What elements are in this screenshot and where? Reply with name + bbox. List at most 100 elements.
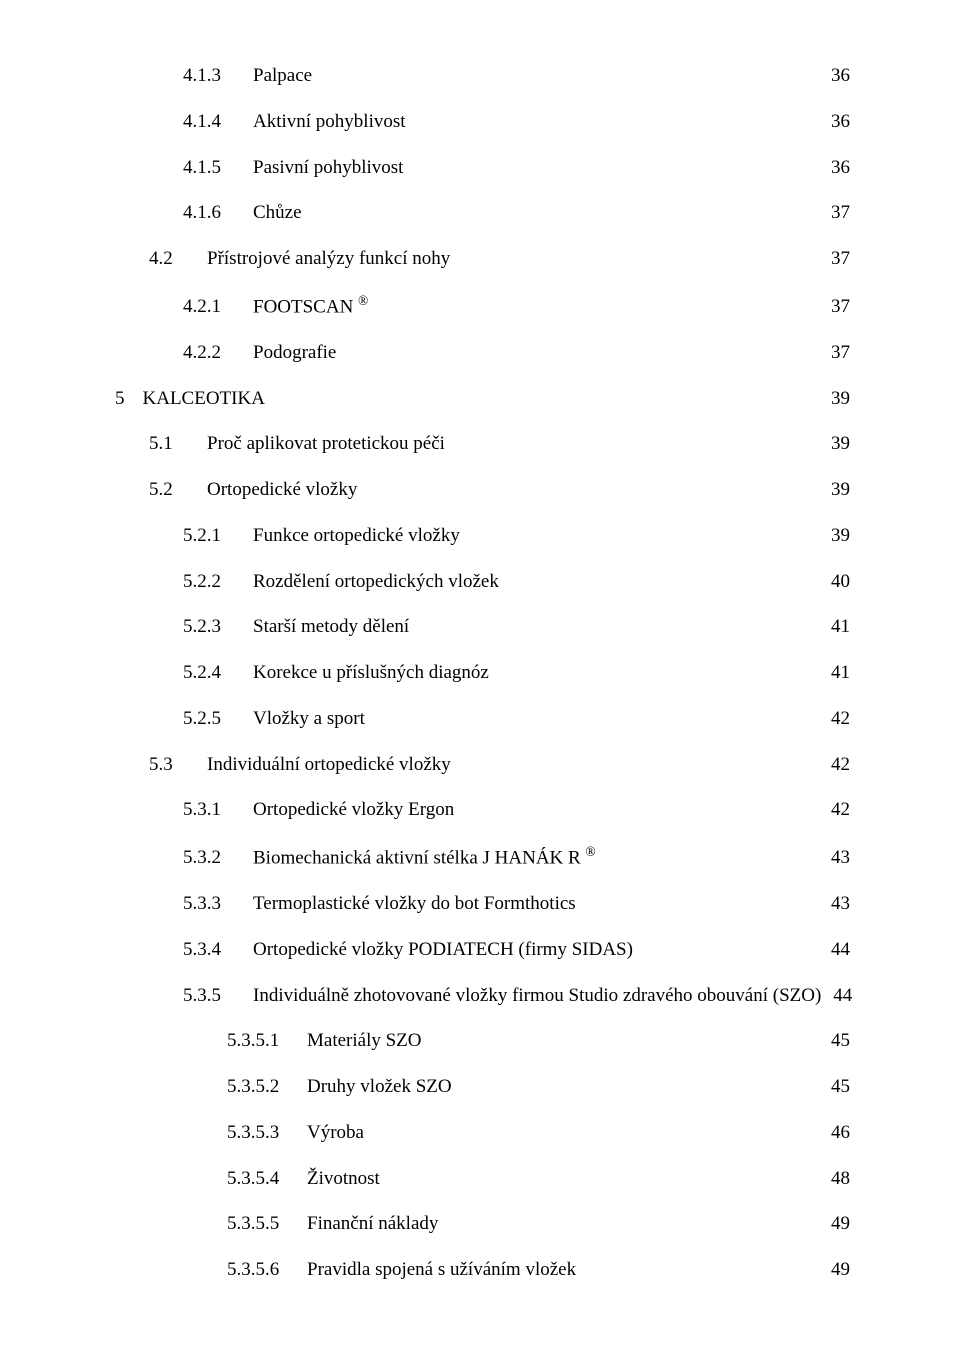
- toc-entry: 5.2.4Korekce u příslušných diagnóz 41: [115, 661, 850, 685]
- toc-entry-page: 42: [827, 753, 850, 777]
- toc-entry-title: Ortopedické vložky Ergon: [253, 798, 454, 822]
- toc-entry-page: 41: [827, 615, 850, 639]
- toc-entry-title: Podografie: [253, 341, 336, 365]
- toc-entry: 5.3.5Individuálně zhotovované vložky fir…: [115, 984, 850, 1008]
- toc-entry-title: Chůze: [253, 201, 302, 225]
- toc-entry-title: Aktivní pohyblivost: [253, 110, 406, 134]
- toc-entry: 4.2Přístrojové analýzy funkcí nohy 37: [115, 247, 850, 271]
- toc-entry-title: Rozdělení ortopedických vložek: [253, 570, 499, 594]
- toc-entry: 5.2.2Rozdělení ortopedických vložek40: [115, 570, 850, 594]
- toc-entry-title: Pasivní pohyblivost: [253, 156, 403, 180]
- toc-entry-page: 49: [827, 1212, 850, 1236]
- toc-entry-title: Termoplastické vložky do bot Formthotics: [253, 892, 576, 916]
- toc-entry: 5.2.3Starší metody dělení 41: [115, 615, 850, 639]
- toc-entry: 4.1.6Chůze 37: [115, 201, 850, 225]
- toc-entry-title: Životnost: [307, 1167, 380, 1191]
- toc-entry-number: 4.1.6: [183, 201, 253, 225]
- toc-entry: 5.3Individuální ortopedické vložky 42: [115, 753, 850, 777]
- toc-entry: 5.2.1Funkce ortopedické vložky 39: [115, 524, 850, 548]
- toc-entry-page: 39: [827, 524, 850, 548]
- toc-entry-page: 46: [827, 1121, 850, 1145]
- toc-entry-title: Funkce ortopedické vložky: [253, 524, 460, 548]
- toc-entry-title: Ortopedické vložky: [207, 478, 357, 502]
- toc-entry-number: 4.1.5: [183, 156, 253, 180]
- toc-entry-page: 44: [829, 984, 852, 1008]
- toc-entry: 4.1.3Palpace 36: [115, 64, 850, 88]
- toc-entry-number: 5.2.5: [183, 707, 253, 731]
- toc-entry-page: 39: [827, 387, 850, 411]
- toc-entry-page: 44: [827, 938, 850, 962]
- toc-entry: 4.2.2Podografie 37: [115, 341, 850, 365]
- toc-entry-page: 45: [827, 1029, 850, 1053]
- toc-entry-page: 43: [827, 892, 850, 916]
- toc-entry-title: Ortopedické vložky PODIATECH (firmy SIDA…: [253, 938, 633, 962]
- toc-entry-number: 5.3.2: [183, 846, 253, 870]
- toc-entry: 5.3.5.4Životnost 48: [115, 1167, 850, 1191]
- toc-entry-number: 5.3.1: [183, 798, 253, 822]
- toc-entry-title: Palpace: [253, 64, 312, 88]
- toc-entry-page: 41: [827, 661, 850, 685]
- toc-entry: 5.3.4Ortopedické vložky PODIATECH (firmy…: [115, 938, 850, 962]
- toc-entry-number: 4.1.3: [183, 64, 253, 88]
- toc-entry-title: Biomechanická aktivní stélka J HANÁK R ®: [253, 844, 596, 870]
- toc-entry-page: 49: [827, 1258, 850, 1282]
- toc-entry-number: 5.3.5.1: [227, 1029, 307, 1053]
- toc-entry-number: 5.3: [149, 753, 207, 777]
- toc-entry-number: 5.3.5.6: [227, 1258, 307, 1282]
- toc-entry-page: 36: [827, 156, 850, 180]
- toc-entry-number: 5.3.3: [183, 892, 253, 916]
- toc-entry-title: Materiály SZO: [307, 1029, 422, 1053]
- toc-entry-number: 4.2.1: [183, 295, 253, 319]
- toc-entry-page: 42: [827, 707, 850, 731]
- toc-entry-title: Vložky a sport: [253, 707, 365, 731]
- toc-entry: 4.1.4Aktivní pohyblivost 36: [115, 110, 850, 134]
- toc-entry-page: 48: [827, 1167, 850, 1191]
- toc-entry-page: 37: [827, 295, 850, 319]
- toc-entry-page: 37: [827, 341, 850, 365]
- toc-entry-title: Výroba: [307, 1121, 364, 1145]
- toc-entry: 5.2.5Vložky a sport 42: [115, 707, 850, 731]
- toc-entry-title: Druhy vložek SZO: [307, 1075, 452, 1099]
- toc-page: 4.1.3Palpace 36 4.1.4Aktivní pohyblivost 36…: [0, 0, 960, 1368]
- toc-entry-number: 4.1.4: [183, 110, 253, 134]
- toc-entry-number: 5.3.4: [183, 938, 253, 962]
- toc-entry-title: Starší metody dělení: [253, 615, 409, 639]
- toc-entry: 5.3.5.3Výroba 46: [115, 1121, 850, 1145]
- toc-entry-page: 39: [827, 478, 850, 502]
- toc-entry-page: 36: [827, 64, 850, 88]
- toc-entry: 5.3.3Termoplastické vložky do bot Formth…: [115, 892, 850, 916]
- toc-entry-number: 5.3.5.4: [227, 1167, 307, 1191]
- toc-entry-title: Přístrojové analýzy funkcí nohy: [207, 247, 450, 271]
- toc-entry: 5.3.2Biomechanická aktivní stélka J HANÁ…: [115, 844, 850, 870]
- toc-entry-title: Korekce u příslušných diagnóz: [253, 661, 489, 685]
- toc-entry-page: 37: [827, 201, 850, 225]
- toc-entry: 4.1.5Pasivní pohyblivost 36: [115, 156, 850, 180]
- toc-entry-page: 45: [827, 1075, 850, 1099]
- toc-entry-page: 36: [827, 110, 850, 134]
- toc-entry-number: 5: [115, 387, 143, 411]
- toc-entry-number: 4.2: [149, 247, 207, 271]
- toc-entry-page: 43: [827, 846, 850, 870]
- toc-entry: 5.1Proč aplikovat protetickou péči39: [115, 432, 850, 456]
- toc-entry-number: 5.3.5.5: [227, 1212, 307, 1236]
- toc-entry-number: 5.1: [149, 432, 207, 456]
- toc-entry-number: 5.2.1: [183, 524, 253, 548]
- toc-entry-number: 5.2.4: [183, 661, 253, 685]
- toc-entry-title: KALCEOTIKA: [143, 387, 265, 411]
- toc-entry: 5.3.5.1Materiály SZO 45: [115, 1029, 850, 1053]
- toc-entry-page: 37: [827, 247, 850, 271]
- toc-entry-number: 5.2.3: [183, 615, 253, 639]
- toc-entry-number: 5.3.5: [183, 984, 253, 1008]
- toc-entry: 5KALCEOTIKA 39: [115, 387, 850, 411]
- toc-entry-page: 42: [827, 798, 850, 822]
- toc-entry-number: 5.3.5.2: [227, 1075, 307, 1099]
- toc-entry-number: 5.3.5.3: [227, 1121, 307, 1145]
- toc-entry-title: Individuální ortopedické vložky: [207, 753, 451, 777]
- toc-entry-title: Pravidla spojená s užíváním vložek: [307, 1258, 576, 1282]
- toc-entry-title: FOOTSCAN ®: [253, 293, 368, 319]
- toc-entry: 4.2.1FOOTSCAN ® 37: [115, 293, 850, 319]
- toc-entry-page: 40: [827, 570, 850, 594]
- toc-entry: 5.3.5.6Pravidla spojená s užíváním vlože…: [115, 1258, 850, 1282]
- toc-entry-number: 4.2.2: [183, 341, 253, 365]
- toc-entry-title: Individuálně zhotovované vložky firmou S…: [253, 984, 821, 1008]
